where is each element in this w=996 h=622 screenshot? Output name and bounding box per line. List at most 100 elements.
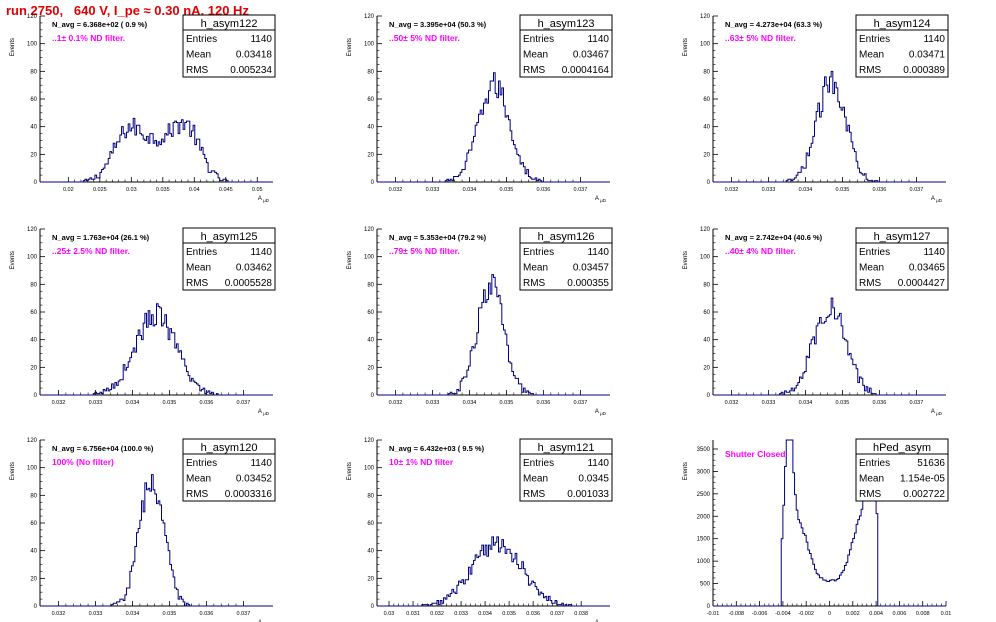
y-tick-label: 1500 [697, 537, 711, 543]
histogram-series-line [713, 70, 946, 183]
x-tick-label: 0.03 [384, 611, 395, 617]
x-tick-label: 0.04 [189, 187, 200, 193]
stats-label: Mean [523, 474, 548, 485]
y-axis-label: Events [347, 462, 353, 480]
x-tick-label: 0.03 [126, 187, 137, 193]
stats-value: 51636 [917, 458, 945, 469]
y-tick-label: 20 [703, 152, 710, 158]
x-tick-label: 0.002 [846, 611, 860, 617]
stats-label: RMS [186, 65, 209, 76]
x-tick-label: 0.034 [463, 187, 477, 193]
stats-label: Entries [186, 34, 217, 45]
x-tick-label: 0.036 [873, 187, 887, 193]
x-tick-label: 0.036 [537, 187, 551, 193]
y-tick-label: 80 [703, 69, 710, 75]
x-tick-label: 0.034 [126, 611, 140, 617]
x-axis-label: A μD [931, 196, 943, 203]
y-tick-label: 20 [30, 152, 37, 158]
stats-label: Mean [859, 474, 884, 485]
stats-label: Entries [859, 34, 890, 45]
stats-box: h_asym120 Entries 1140 Mean 0.03452 RMS 0.0003… [182, 438, 276, 502]
y-tick-label: 40 [30, 125, 37, 131]
filter-annotation: 10± 1% ND filter [389, 457, 454, 467]
histogram-series-line [40, 474, 273, 607]
x-axis-label: A μD [258, 196, 270, 203]
stats-label: RMS [186, 489, 209, 500]
x-tick-label: 0.037 [910, 187, 924, 193]
y-tick-label: 0 [707, 393, 711, 399]
histogram-panel-h_asym125: Events 0 20 40 60 80 100 120 0.032 0.033 0.034 0.03… [10, 227, 276, 416]
histogram-series-line [377, 536, 610, 607]
stats-value: 0.005234 [230, 65, 272, 76]
stats-value: 0.000389 [903, 65, 945, 76]
x-tick-label: 0.034 [799, 187, 813, 193]
y-tick-label: 2000 [697, 514, 711, 520]
y-tick-label: 80 [703, 282, 710, 288]
y-tick-label: 60 [367, 97, 374, 103]
x-tick-label: 0.032 [725, 187, 739, 193]
stats-label: Entries [523, 247, 554, 258]
histogram-name: h_asym124 [874, 18, 931, 30]
y-tick-label: 60 [703, 97, 710, 103]
y-tick-label: 120 [700, 227, 711, 233]
y-tick-label: 0 [707, 604, 711, 610]
stats-value: 1140 [923, 247, 945, 258]
filter-annotation: ..1± 0.1% ND filter. [52, 33, 125, 43]
y-tick-label: 20 [367, 576, 374, 582]
x-tick-label: 0.033 [454, 611, 468, 617]
x-tick-label: 0.035 [502, 611, 516, 617]
y-tick-label: 80 [367, 493, 374, 499]
y-tick-label: 20 [30, 576, 37, 582]
stats-box-frame [855, 14, 949, 78]
x-tick-label: -0.002 [798, 611, 814, 617]
x-tick-label: 0.033 [89, 400, 103, 406]
filter-annotation: ..50± 5% ND filter. [389, 33, 460, 43]
x-tick-label: 0.035 [500, 400, 514, 406]
n-avg-label: N_avg = 4.273e+04 (63.3 %) [725, 20, 823, 29]
histogram-name: h_asym120 [201, 442, 258, 454]
stats-box: h_asym123 Entries 1140 Mean 0.03467 RMS 0.0004… [519, 14, 613, 78]
filter-annotation: ..79± 5% ND filter. [389, 246, 460, 256]
n-avg-label: N_avg = 6.368e+02 ( 0.9 %) [52, 20, 148, 29]
stats-label: RMS [523, 278, 546, 289]
stats-value: 1.154e-05 [900, 474, 945, 485]
x-tick-label: 0 [828, 611, 831, 617]
x-tick-label: 0.034 [478, 611, 492, 617]
stats-box-frame [855, 227, 949, 291]
stats-box: h_asym126 Entries 1140 Mean 0.03457 RMS 0.0003… [519, 227, 613, 291]
y-axis-label: Events [10, 251, 16, 269]
stats-value: 0.0004427 [898, 278, 946, 289]
y-tick-label: 0 [34, 180, 38, 186]
x-tick-label: 0.035 [836, 187, 850, 193]
x-tick-label: 0.037 [237, 611, 251, 617]
x-tick-label: 0.006 [893, 611, 907, 617]
x-tick-label: 0.034 [126, 400, 140, 406]
stats-box: hPed_asym Entries 51636 Mean 1.154e-05 RMS 0.0… [855, 438, 949, 502]
x-tick-label: 0.033 [426, 187, 440, 193]
stats-box: h_asym127 Entries 1140 Mean 0.03465 RMS 0.0004… [855, 227, 949, 291]
n-avg-label: N_avg = 3.395e+04 (50.3 %) [389, 20, 487, 29]
y-axis-label: Events [683, 251, 689, 269]
stats-value: 0.03457 [573, 263, 610, 274]
y-tick-label: 0 [34, 604, 38, 610]
stats-label: RMS [859, 65, 882, 76]
y-tick-label: 500 [700, 582, 711, 588]
x-tick-label: 0.02 [63, 187, 74, 193]
y-tick-label: 2500 [697, 492, 711, 498]
y-tick-label: 40 [703, 338, 710, 344]
stats-value: 0.0003316 [225, 489, 273, 500]
stats-value: 0.0004164 [562, 65, 610, 76]
y-tick-label: 80 [30, 493, 37, 499]
y-tick-label: 3500 [697, 447, 711, 453]
y-tick-label: 100 [27, 466, 38, 472]
y-tick-label: 40 [367, 338, 374, 344]
x-tick-label: 0.035 [836, 400, 850, 406]
histogram-name: h_asym123 [538, 18, 595, 30]
stats-value: 1140 [250, 34, 272, 45]
stats-label: Mean [186, 263, 211, 274]
histogram-name: h_asym127 [874, 231, 931, 243]
stats-box: h_asym125 Entries 1140 Mean 0.03462 RMS 0.0005… [182, 227, 276, 291]
stats-value: 0.03465 [909, 263, 946, 274]
histogram-panel-h_asym126: Events 0 20 40 60 80 100 120 0.032 0.033 0.034 0.03… [347, 227, 613, 416]
y-tick-label: 80 [30, 282, 37, 288]
